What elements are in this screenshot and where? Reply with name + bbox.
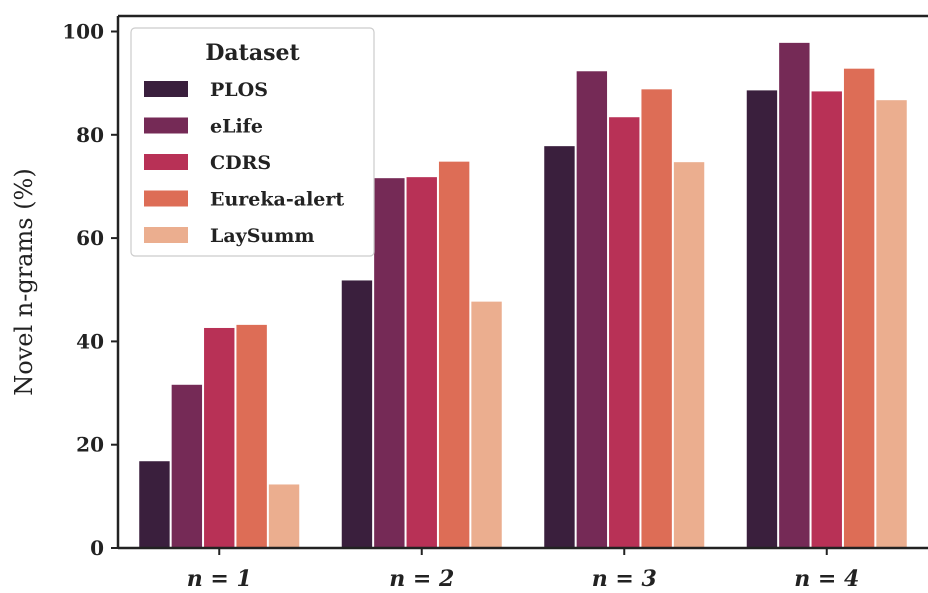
y-tick-label: 20 bbox=[76, 433, 104, 457]
y-tick-label: 40 bbox=[76, 329, 104, 353]
legend-box bbox=[130, 27, 375, 257]
bar-plos-1 bbox=[139, 461, 170, 548]
legend-label: CDRS bbox=[210, 152, 271, 174]
bar-elife-2 bbox=[374, 178, 405, 548]
axes-group bbox=[116, 14, 928, 550]
legend-swatch bbox=[144, 81, 188, 97]
bar-elife-3 bbox=[576, 71, 608, 549]
x-tick-label: n = 4 bbox=[794, 566, 859, 592]
x-tick-label: n = 3 bbox=[592, 566, 657, 592]
legend-swatch bbox=[144, 190, 188, 207]
bar-elife-1 bbox=[171, 384, 203, 548]
legend-title: Dataset bbox=[205, 40, 300, 66]
bar-plos-3 bbox=[544, 146, 575, 548]
bar-laysumm-3 bbox=[673, 162, 705, 549]
bar-laysumm-4 bbox=[876, 100, 907, 548]
ticks-group: 0 20 40 60 80 100 n = 1 n = 2 n = 3 n = 4 bbox=[62, 19, 859, 592]
x-tick-label: n = 2 bbox=[389, 566, 454, 592]
legend: Dataset PLOS eLife CDRS Eureka-alert LaySumm bbox=[130, 27, 375, 257]
bar-cdrs-3 bbox=[609, 117, 640, 548]
legend-swatch bbox=[144, 117, 188, 134]
y-tick-label: 0 bbox=[90, 536, 104, 560]
y-axis-label: Novel n-grams (%) bbox=[10, 168, 38, 395]
bar-plos-4 bbox=[746, 90, 778, 548]
bar-cdrs-1 bbox=[204, 327, 235, 548]
legend-label: LaySumm bbox=[210, 225, 314, 247]
y-tick-label: 100 bbox=[62, 19, 104, 43]
bar-eureka-alert-3 bbox=[641, 89, 672, 548]
x-tick-label: n = 1 bbox=[187, 566, 252, 592]
bar-laysumm-1 bbox=[268, 484, 300, 548]
legend-swatch bbox=[144, 154, 188, 170]
legend-swatch bbox=[144, 227, 188, 243]
bar-eureka-alert-2 bbox=[438, 161, 470, 548]
bar-cdrs-2 bbox=[406, 177, 437, 548]
y-tick-label: 80 bbox=[76, 123, 104, 147]
bar-eureka-alert-4 bbox=[843, 68, 875, 549]
legend-label: PLOS bbox=[210, 79, 268, 101]
legend-label: eLife bbox=[210, 116, 263, 138]
bar-elife-4 bbox=[779, 42, 810, 549]
bar-laysumm-2 bbox=[471, 301, 502, 548]
bars-group bbox=[139, 42, 907, 549]
y-tick-label: 60 bbox=[76, 226, 104, 250]
bar-plos-2 bbox=[341, 280, 373, 548]
legend-label: Eureka-alert bbox=[210, 189, 344, 211]
bar-eureka-alert-1 bbox=[236, 324, 267, 548]
bar-cdrs-4 bbox=[811, 91, 842, 548]
